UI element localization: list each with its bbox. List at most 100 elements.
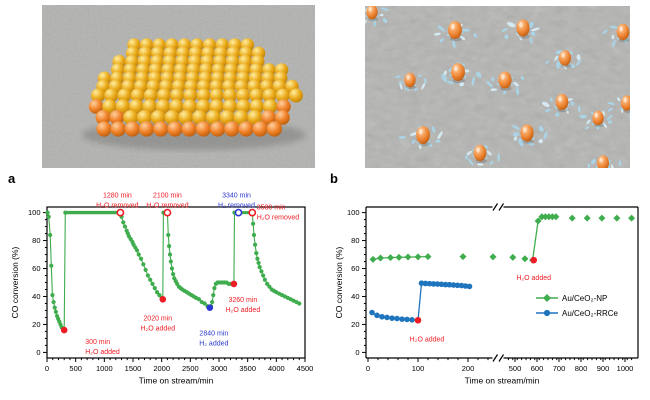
panel-b-label: b (330, 171, 338, 186)
axis-ticks (43, 212, 306, 362)
gold-atom (592, 110, 604, 126)
svg-text:60: 60 (351, 264, 359, 273)
svg-text:2020 min: 2020 min (143, 315, 172, 322)
svg-text:0: 0 (36, 348, 40, 357)
svg-text:40: 40 (32, 292, 40, 301)
single-atom-site (433, 20, 478, 49)
gold-atom (404, 72, 416, 88)
svg-text:Au/CeO₂-NP: Au/CeO₂-NP (562, 294, 607, 303)
svg-text:20: 20 (32, 320, 40, 329)
svg-text:20: 20 (351, 320, 359, 329)
svg-text:4500: 4500 (297, 364, 314, 373)
axis-ticks (362, 212, 633, 362)
svg-text:H₂O added: H₂O added (410, 336, 445, 343)
svg-text:H₂O removed: H₂O removed (257, 215, 300, 222)
gold-atom (451, 62, 465, 82)
svg-text:H₂O added: H₂O added (85, 349, 120, 356)
svg-text:1500: 1500 (125, 364, 142, 373)
axis-titles: Time on stream/min CO conversion (%) (334, 246, 540, 385)
svg-text:H₂O removed: H₂O removed (146, 203, 189, 210)
svg-text:3340 min: 3340 min (222, 193, 251, 200)
series-au-ceo-rrce (369, 280, 473, 324)
gold-atom (616, 23, 630, 41)
svg-text:2840 min: 2840 min (199, 331, 228, 338)
gold-atom (516, 19, 530, 37)
svg-text:2000: 2000 (153, 364, 170, 373)
single-atom-site (579, 110, 613, 130)
event-annotations: H₂O added H₂O added (410, 256, 551, 343)
y-axis-title: CO conversion (%) (10, 246, 20, 318)
nanoparticle-render-svg (42, 5, 315, 168)
illustration-gold-nanoparticle-model (42, 5, 315, 168)
illustration-single-atom-model (356, 4, 641, 177)
svg-text:0: 0 (45, 364, 49, 373)
axes-frame (365, 203, 639, 362)
single-atom-render-svg (356, 4, 641, 177)
single-atom-site (441, 62, 482, 87)
series-au-ceo-np (369, 213, 636, 264)
single-atom-site (398, 125, 443, 150)
gold-atom (448, 20, 462, 40)
svg-text:H₂O removed: H₂O removed (96, 203, 139, 210)
svg-text:4000: 4000 (268, 364, 285, 373)
svg-text:0: 0 (366, 364, 370, 373)
svg-text:H₂O added: H₂O added (516, 275, 551, 282)
gold-atom-cluster (88, 38, 303, 137)
svg-text:3260 min: 3260 min (229, 297, 258, 304)
chart-b-co-conversion-vs-time: 0 20 40 60 80 100 0 100 200 500 600 700 800 900 1000 Ti… (330, 172, 648, 398)
svg-text:3000: 3000 (211, 364, 228, 373)
gold-atom (498, 71, 512, 89)
svg-text:H₂ added: H₂ added (199, 341, 228, 348)
svg-text:80: 80 (32, 236, 40, 245)
x-axis-title: Time on stream/min (465, 376, 540, 386)
svg-text:900: 900 (597, 364, 610, 373)
svg-text:100: 100 (412, 364, 425, 373)
svg-text:1000: 1000 (617, 364, 634, 373)
legend: Au/CeO₂-NP Au/CeO₂-RRCe (536, 294, 619, 318)
gold-atom (520, 124, 534, 142)
single-atom-site (545, 50, 582, 70)
svg-text:200: 200 (462, 364, 475, 373)
panel-a-label: a (8, 171, 16, 186)
axis-titles: Time on stream/min CO conversion (%) (10, 246, 214, 385)
single-atom-site (511, 124, 548, 147)
chart-a-co-conversion-vs-time: 0 20 40 60 80 100 0 500 1000 1500 2000 2500 3000 3500… (6, 172, 324, 398)
svg-text:300 min: 300 min (85, 339, 110, 346)
svg-text:500: 500 (509, 364, 522, 373)
event-annotations: 300 min H₂O added 1280 min H₂O removed 2020 … (60, 193, 300, 356)
gold-atom (559, 50, 571, 66)
svg-text:700: 700 (553, 364, 566, 373)
single-atom-site (395, 72, 427, 91)
svg-text:1280 min: 1280 min (103, 193, 132, 200)
single-atom-site (501, 19, 540, 44)
svg-text:2100 min: 2100 min (153, 193, 182, 200)
single-atom-site (486, 71, 525, 96)
svg-text:3580 min: 3580 min (257, 205, 286, 212)
svg-text:100: 100 (347, 208, 360, 217)
svg-text:500: 500 (69, 364, 82, 373)
svg-text:3500: 3500 (239, 364, 256, 373)
svg-text:40: 40 (351, 292, 359, 301)
svg-text:600: 600 (531, 364, 544, 373)
single-atom-site (465, 144, 500, 166)
svg-text:H₂O added: H₂O added (226, 307, 261, 314)
svg-text:Au/CeO₂-RRCe: Au/CeO₂-RRCe (562, 309, 619, 318)
svg-text:60: 60 (32, 264, 40, 273)
svg-text:100: 100 (28, 208, 41, 217)
y-axis-title: CO conversion (%) (334, 246, 344, 318)
svg-text:H₂O added: H₂O added (140, 325, 175, 332)
gold-atom (416, 125, 430, 145)
svg-text:0: 0 (355, 348, 359, 357)
x-axis-title: Time on stream/min (139, 376, 214, 386)
gold-atom (555, 93, 569, 111)
svg-text:H₂ removed: H₂ removed (218, 203, 255, 210)
single-atom-site (542, 93, 581, 117)
svg-text:800: 800 (575, 364, 588, 373)
series-co-conversion (45, 210, 302, 333)
gold-atom (473, 144, 487, 162)
